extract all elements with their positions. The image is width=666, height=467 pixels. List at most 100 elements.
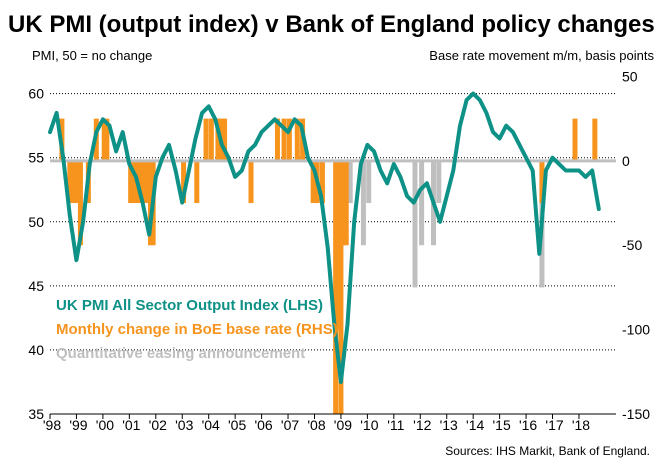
qe-bar xyxy=(347,160,353,204)
pmi-point xyxy=(207,105,210,108)
pmi-point xyxy=(200,111,204,115)
pmi-point xyxy=(333,323,336,326)
rate-change-bar xyxy=(274,118,280,161)
pmi-point xyxy=(293,118,296,121)
rate-change-bar xyxy=(128,160,134,204)
pmi-point xyxy=(518,143,521,147)
pmi-point xyxy=(425,182,429,185)
pmi-point xyxy=(62,156,65,159)
x-tick-label: '05 xyxy=(228,417,246,433)
pmi-point xyxy=(326,246,329,249)
pmi-point xyxy=(220,143,224,147)
x-tick-label: '12 xyxy=(413,417,431,433)
pmi-point xyxy=(564,169,567,172)
pmi-point xyxy=(386,182,389,185)
x-tick-label: '00 xyxy=(96,417,114,433)
y-right-tick-label: -50 xyxy=(622,237,642,253)
x-tick-label: '08 xyxy=(307,417,325,433)
pmi-point xyxy=(419,188,422,191)
pmi-point xyxy=(511,130,515,134)
pmi-point xyxy=(544,169,548,172)
rate-change-bar xyxy=(343,160,349,246)
pmi-point xyxy=(597,207,601,211)
rate-change-bar xyxy=(338,160,344,414)
pmi-point xyxy=(273,118,277,121)
rate-change-bar xyxy=(148,160,154,246)
rate-change-bar xyxy=(67,160,73,204)
pmi-point xyxy=(187,169,191,172)
x-tick-label: '02 xyxy=(149,417,167,433)
rate-change-bar xyxy=(248,160,254,204)
pmi-point xyxy=(286,130,290,134)
rate-change-bar xyxy=(77,160,83,246)
rate-change-bar xyxy=(181,160,187,204)
qe-bar xyxy=(412,160,418,288)
pmi-point xyxy=(101,118,105,121)
pmi-point xyxy=(134,175,138,179)
pmi-point xyxy=(491,130,495,134)
chart-title: UK PMI (output index) v Bank of England … xyxy=(8,11,655,38)
rate-change-bar xyxy=(222,118,228,161)
rate-change-bar xyxy=(319,160,325,204)
pmi-point xyxy=(485,111,488,115)
pmi-point xyxy=(128,162,131,166)
pmi-point xyxy=(75,259,78,262)
pmi-point xyxy=(465,98,468,102)
rate-change-bar xyxy=(138,160,144,204)
pmi-point xyxy=(458,124,462,127)
qe-bar xyxy=(360,160,366,246)
pmi-point xyxy=(372,150,376,153)
rate-change-bar xyxy=(104,118,110,161)
x-tick-label: '09 xyxy=(334,417,352,433)
x-tick-label: '07 xyxy=(281,417,299,433)
pmi-point xyxy=(95,130,98,134)
rate-change-bar xyxy=(72,160,78,204)
y-right-tick-label: 0 xyxy=(622,153,630,169)
pmi-point xyxy=(366,143,369,147)
pmi-point xyxy=(300,124,303,127)
pmi-point xyxy=(359,162,362,166)
x-tick-label: '11 xyxy=(387,417,404,433)
pmi-point xyxy=(48,130,52,134)
left-axis-label: PMI, 50 = no change xyxy=(32,48,152,63)
y-left-tick-label: 55 xyxy=(28,150,44,166)
pmi-point xyxy=(438,220,442,223)
pmi-point xyxy=(551,156,554,159)
pmi-point xyxy=(399,175,402,179)
pmi-point xyxy=(167,143,171,147)
x-tick-label: '99 xyxy=(69,417,87,433)
pmi-point xyxy=(412,201,415,204)
pmi-point xyxy=(88,162,91,166)
pmi-point xyxy=(161,156,164,159)
pmi-point xyxy=(339,380,343,384)
pmi-point xyxy=(68,214,72,217)
y-left-tick-label: 45 xyxy=(28,278,44,294)
rate-change-bar xyxy=(194,160,200,204)
qe-bar xyxy=(419,160,425,246)
x-tick-label: '15 xyxy=(493,417,511,433)
line-layer xyxy=(48,91,601,384)
x-tick-label: '10 xyxy=(360,417,378,433)
pmi-point xyxy=(452,169,455,172)
pmi-point xyxy=(154,175,157,179)
legend: UK PMI All Sector Output Index (LHS) Mont… xyxy=(56,297,338,362)
pmi-point xyxy=(141,201,144,204)
pmi-point xyxy=(108,124,111,127)
rate-change-bar xyxy=(294,118,300,161)
pmi-point xyxy=(253,143,257,147)
pmi-point xyxy=(240,169,243,172)
pmi-point xyxy=(346,323,349,326)
x-tick-label: '16 xyxy=(519,417,537,433)
rate-change-bar xyxy=(333,160,339,414)
pmi-point xyxy=(379,169,382,172)
pmi-point xyxy=(306,156,310,159)
pmi-point xyxy=(247,150,250,153)
qe-bar xyxy=(436,160,442,204)
pmi-point xyxy=(352,220,356,223)
pmi-point xyxy=(147,233,151,236)
y-left-tick-label: 35 xyxy=(28,406,44,422)
pmi-point xyxy=(471,92,475,95)
rate-change-bar xyxy=(145,160,151,204)
pmi-point xyxy=(445,194,448,198)
